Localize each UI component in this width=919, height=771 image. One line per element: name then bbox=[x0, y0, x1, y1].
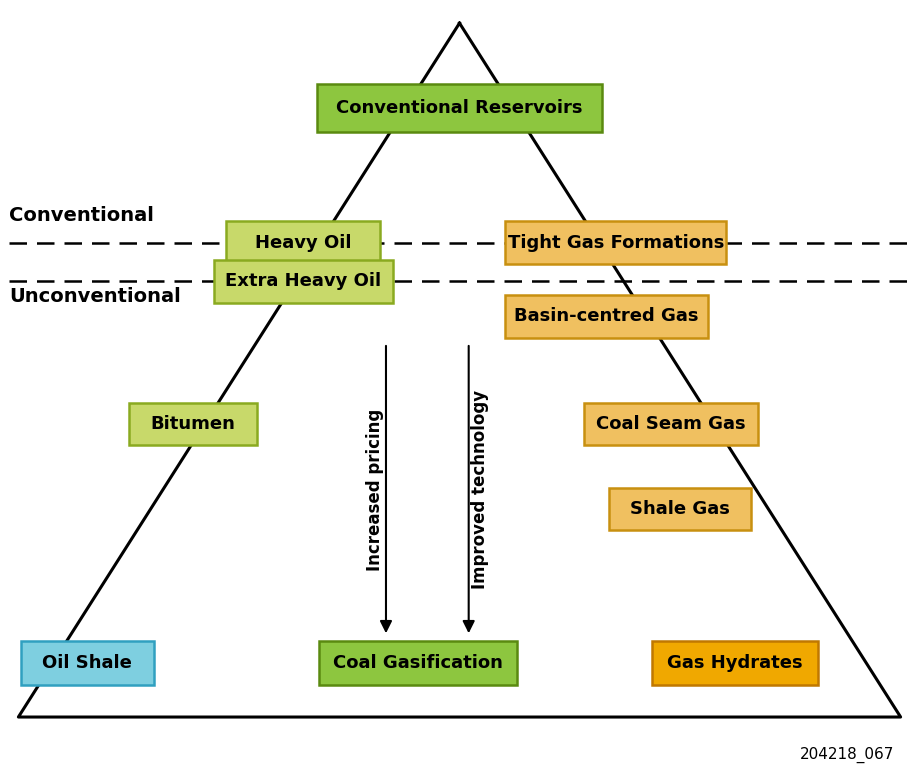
FancyBboxPatch shape bbox=[320, 641, 516, 685]
Text: Tight Gas Formations: Tight Gas Formations bbox=[507, 234, 724, 252]
Text: Unconventional: Unconventional bbox=[9, 288, 181, 306]
Text: Gas Hydrates: Gas Hydrates bbox=[667, 654, 803, 672]
FancyBboxPatch shape bbox=[608, 488, 752, 530]
FancyBboxPatch shape bbox=[213, 260, 393, 303]
FancyBboxPatch shape bbox=[129, 403, 257, 445]
Text: Heavy Oil: Heavy Oil bbox=[255, 234, 352, 252]
FancyBboxPatch shape bbox=[21, 641, 153, 685]
FancyBboxPatch shape bbox=[505, 221, 726, 264]
Text: Conventional: Conventional bbox=[9, 207, 154, 225]
Text: Coal Seam Gas: Coal Seam Gas bbox=[596, 415, 745, 433]
FancyBboxPatch shape bbox=[505, 295, 708, 338]
Text: Extra Heavy Oil: Extra Heavy Oil bbox=[225, 272, 381, 291]
Text: Oil Shale: Oil Shale bbox=[42, 654, 132, 672]
FancyBboxPatch shape bbox=[652, 641, 818, 685]
Text: Improved technology: Improved technology bbox=[471, 390, 489, 589]
Text: Basin-centred Gas: Basin-centred Gas bbox=[515, 307, 698, 325]
FancyBboxPatch shape bbox=[317, 84, 602, 132]
Text: Increased pricing: Increased pricing bbox=[366, 409, 384, 571]
Text: Coal Gasification: Coal Gasification bbox=[334, 654, 503, 672]
Text: Conventional Reservoirs: Conventional Reservoirs bbox=[336, 99, 583, 117]
Text: Bitumen: Bitumen bbox=[151, 415, 235, 433]
FancyBboxPatch shape bbox=[226, 221, 380, 264]
Text: 204218_067: 204218_067 bbox=[800, 747, 894, 763]
FancyBboxPatch shape bbox=[584, 403, 758, 445]
Text: Shale Gas: Shale Gas bbox=[630, 500, 730, 518]
